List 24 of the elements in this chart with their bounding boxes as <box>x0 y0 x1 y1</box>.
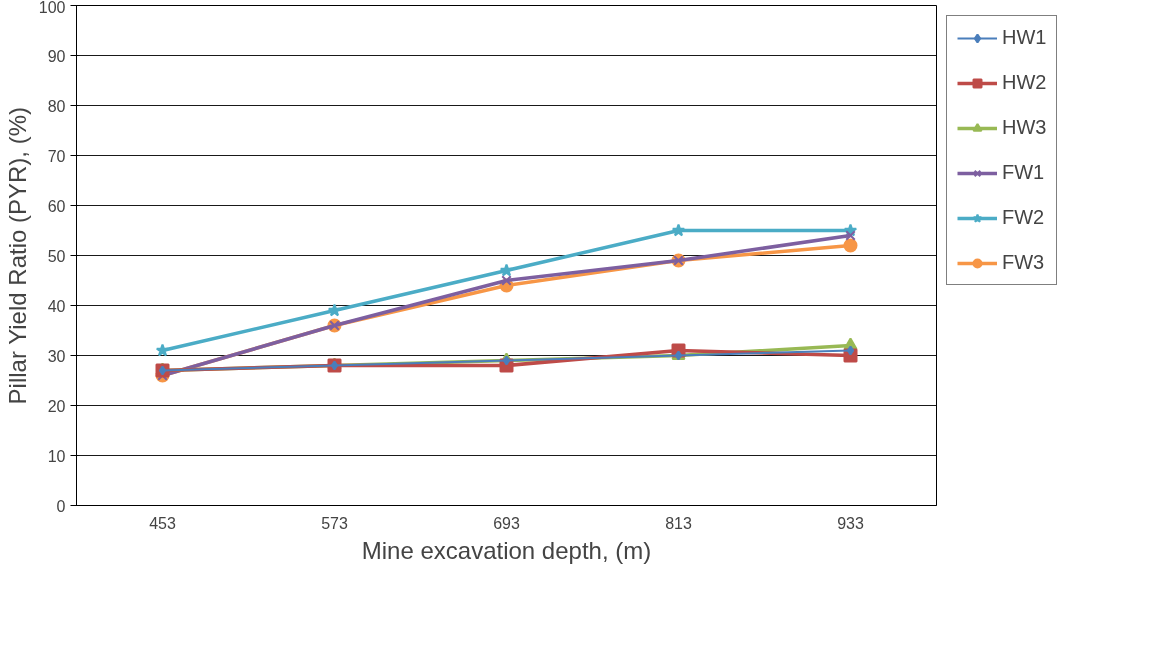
x-tick-label: 453 <box>149 514 176 532</box>
legend-label: HW1 <box>1002 26 1047 49</box>
y-tick-label: 40 <box>47 297 66 315</box>
y-tick-label: 100 <box>38 0 66 16</box>
x-axis-title: Mine excavation depth, (m) <box>361 536 652 564</box>
y-tick-label: 10 <box>47 447 66 465</box>
x-tick-label: 813 <box>665 514 692 532</box>
legend-label: FW2 <box>1002 206 1045 229</box>
y-tick-label: 30 <box>47 347 66 365</box>
legend-label: FW1 <box>1002 161 1045 184</box>
y-tick-label: 20 <box>47 397 66 415</box>
legend-label: HW3 <box>1002 116 1047 139</box>
x-tick-label: 573 <box>321 514 348 532</box>
y-tick-label: 50 <box>47 247 66 265</box>
y-tick-label: 60 <box>47 197 66 215</box>
y-tick-label: 0 <box>56 497 66 515</box>
y-tick-label: 80 <box>47 97 66 115</box>
y-tick-label: 90 <box>47 47 66 65</box>
y-tick-label: 70 <box>47 147 66 165</box>
x-tick-label: 693 <box>493 514 520 532</box>
legend-label: HW2 <box>1002 71 1047 94</box>
legend-label: FW3 <box>1002 251 1045 274</box>
y-axis-title: Pillar Yield Ratio (PYR), (%) <box>3 107 31 405</box>
x-tick-label: 933 <box>837 514 864 532</box>
